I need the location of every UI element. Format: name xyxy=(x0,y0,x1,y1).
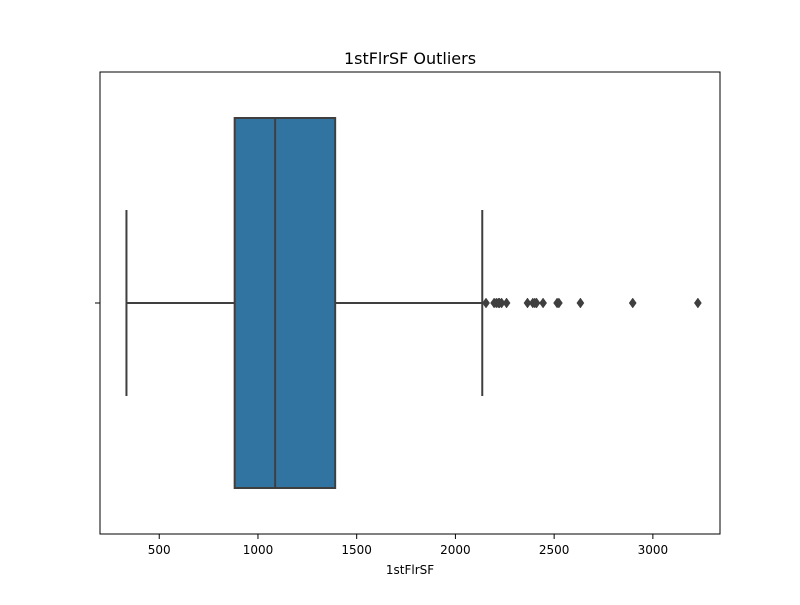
x-axis-ticks: 500 1000 1500 2000 2500 3000 xyxy=(148,534,668,557)
chart-marks xyxy=(125,117,702,489)
iqr-box xyxy=(233,117,337,489)
x-tick-label: 2500 xyxy=(539,543,570,557)
x-tick-label: 2000 xyxy=(440,543,471,557)
x-tick-label: 500 xyxy=(148,543,171,557)
x-tick-label: 1500 xyxy=(341,543,372,557)
outlier-point xyxy=(628,297,637,309)
x-tick-label: 1000 xyxy=(243,543,274,557)
outlier-point xyxy=(532,297,541,309)
outlier-point xyxy=(539,297,547,309)
outlier-point xyxy=(482,297,490,309)
outlier-point xyxy=(693,297,702,309)
outlier-point xyxy=(576,297,585,309)
x-axis-label: 1stFlrSF xyxy=(386,563,434,577)
outlier-point xyxy=(523,297,532,309)
outlier-point xyxy=(502,297,511,309)
x-tick-label: 3000 xyxy=(638,543,669,557)
chart-title: 1stFlrSF Outliers xyxy=(344,49,476,68)
outlier-point xyxy=(554,297,563,309)
